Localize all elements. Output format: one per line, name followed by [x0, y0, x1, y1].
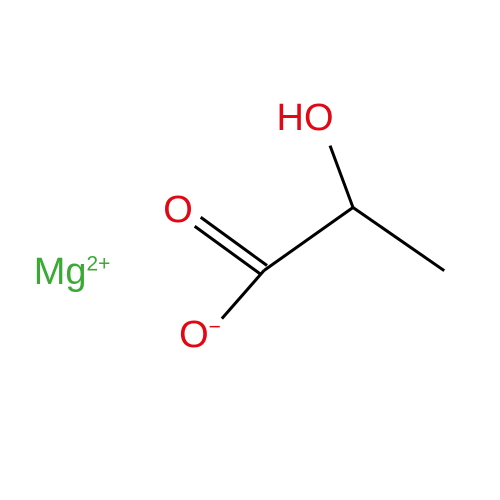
atom-O2: O−	[179, 316, 221, 354]
bond	[200, 217, 268, 267]
atom-O1: O	[163, 191, 193, 229]
atom-Mg: Mg2+	[34, 253, 111, 291]
atom-HO: HO	[277, 99, 334, 137]
molecule-canvas: Mg2+ O O− HO	[0, 0, 500, 500]
bond	[352, 206, 445, 271]
bond	[194, 225, 262, 275]
bond	[221, 269, 265, 319]
bond	[263, 206, 354, 271]
bond	[329, 144, 355, 207]
